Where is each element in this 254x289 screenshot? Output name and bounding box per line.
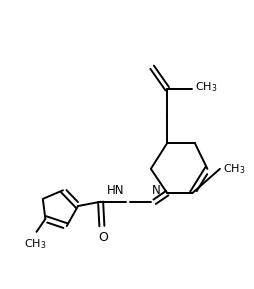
- Text: CH$_3$: CH$_3$: [223, 162, 245, 176]
- Text: HN: HN: [107, 184, 124, 197]
- Text: N: N: [152, 184, 161, 197]
- Text: O: O: [98, 231, 108, 244]
- Text: CH$_3$: CH$_3$: [195, 80, 217, 94]
- Text: CH$_3$: CH$_3$: [24, 237, 46, 251]
